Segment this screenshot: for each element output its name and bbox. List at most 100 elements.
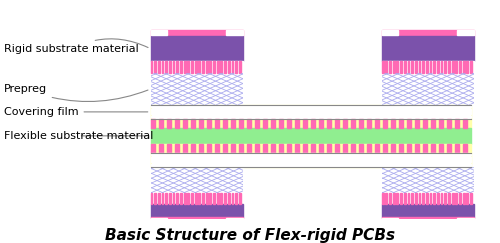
- Bar: [263, 144, 267, 153]
- Bar: [382, 217, 474, 224]
- Bar: [462, 61, 464, 73]
- Bar: [150, 204, 242, 217]
- Bar: [150, 157, 471, 158]
- Bar: [351, 144, 355, 153]
- Bar: [271, 144, 275, 153]
- Bar: [343, 119, 347, 128]
- Bar: [235, 61, 237, 73]
- Bar: [303, 144, 307, 153]
- Bar: [220, 193, 222, 204]
- Bar: [194, 193, 196, 204]
- Bar: [386, 61, 388, 73]
- Bar: [198, 61, 200, 73]
- Bar: [463, 119, 468, 128]
- Bar: [239, 193, 240, 204]
- Bar: [213, 61, 215, 73]
- Bar: [343, 144, 347, 153]
- Bar: [399, 119, 403, 128]
- Bar: [382, 30, 474, 36]
- Bar: [404, 193, 406, 204]
- Bar: [452, 61, 454, 73]
- Bar: [411, 193, 413, 204]
- Bar: [214, 119, 218, 128]
- Bar: [391, 119, 395, 128]
- Bar: [279, 144, 283, 153]
- Bar: [150, 116, 471, 117]
- Bar: [271, 119, 275, 128]
- Bar: [154, 193, 156, 204]
- Bar: [430, 61, 432, 73]
- Bar: [389, 193, 391, 204]
- Bar: [423, 119, 427, 128]
- Bar: [382, 204, 474, 217]
- Bar: [470, 61, 472, 73]
- Bar: [150, 61, 242, 73]
- Bar: [239, 144, 243, 153]
- Bar: [166, 61, 167, 73]
- Bar: [382, 36, 474, 61]
- Bar: [440, 61, 442, 73]
- Bar: [393, 193, 394, 204]
- Bar: [150, 119, 154, 128]
- Bar: [311, 119, 315, 128]
- Bar: [226, 30, 242, 35]
- Bar: [382, 61, 384, 73]
- Bar: [418, 193, 420, 204]
- Bar: [439, 119, 443, 128]
- Bar: [470, 193, 472, 204]
- Bar: [434, 193, 435, 204]
- Bar: [255, 144, 259, 153]
- Bar: [150, 113, 471, 114]
- Bar: [455, 119, 459, 128]
- Bar: [230, 144, 234, 153]
- Bar: [158, 144, 162, 153]
- Bar: [295, 144, 299, 153]
- Bar: [239, 61, 240, 73]
- Bar: [411, 61, 413, 73]
- Text: Covering film: Covering film: [4, 107, 148, 117]
- Bar: [202, 61, 204, 73]
- Bar: [224, 193, 226, 204]
- Bar: [230, 119, 234, 128]
- Bar: [327, 119, 331, 128]
- Bar: [391, 144, 395, 153]
- Bar: [150, 144, 471, 153]
- Bar: [150, 164, 471, 165]
- Bar: [426, 61, 428, 73]
- Bar: [206, 144, 210, 153]
- Bar: [162, 193, 164, 204]
- Bar: [279, 119, 283, 128]
- Bar: [382, 73, 474, 105]
- Bar: [150, 158, 471, 159]
- Bar: [194, 61, 196, 73]
- Bar: [437, 193, 439, 204]
- Bar: [415, 61, 416, 73]
- Bar: [150, 153, 471, 167]
- Bar: [351, 119, 355, 128]
- Bar: [335, 119, 339, 128]
- Bar: [213, 193, 215, 204]
- Text: Rigid substrate material: Rigid substrate material: [4, 39, 148, 54]
- Bar: [457, 218, 474, 224]
- Bar: [459, 61, 461, 73]
- Bar: [154, 61, 156, 73]
- Bar: [217, 61, 218, 73]
- Bar: [158, 193, 160, 204]
- Bar: [180, 193, 182, 204]
- Bar: [431, 119, 435, 128]
- Bar: [191, 61, 193, 73]
- Bar: [210, 61, 212, 73]
- Bar: [375, 144, 379, 153]
- Bar: [247, 144, 251, 153]
- Bar: [382, 30, 398, 35]
- Bar: [400, 61, 402, 73]
- Bar: [327, 144, 331, 153]
- Bar: [319, 119, 323, 128]
- Bar: [466, 193, 468, 204]
- Bar: [224, 61, 226, 73]
- Bar: [444, 193, 446, 204]
- Bar: [190, 144, 194, 153]
- Bar: [232, 193, 234, 204]
- Bar: [166, 193, 167, 204]
- Bar: [439, 144, 443, 153]
